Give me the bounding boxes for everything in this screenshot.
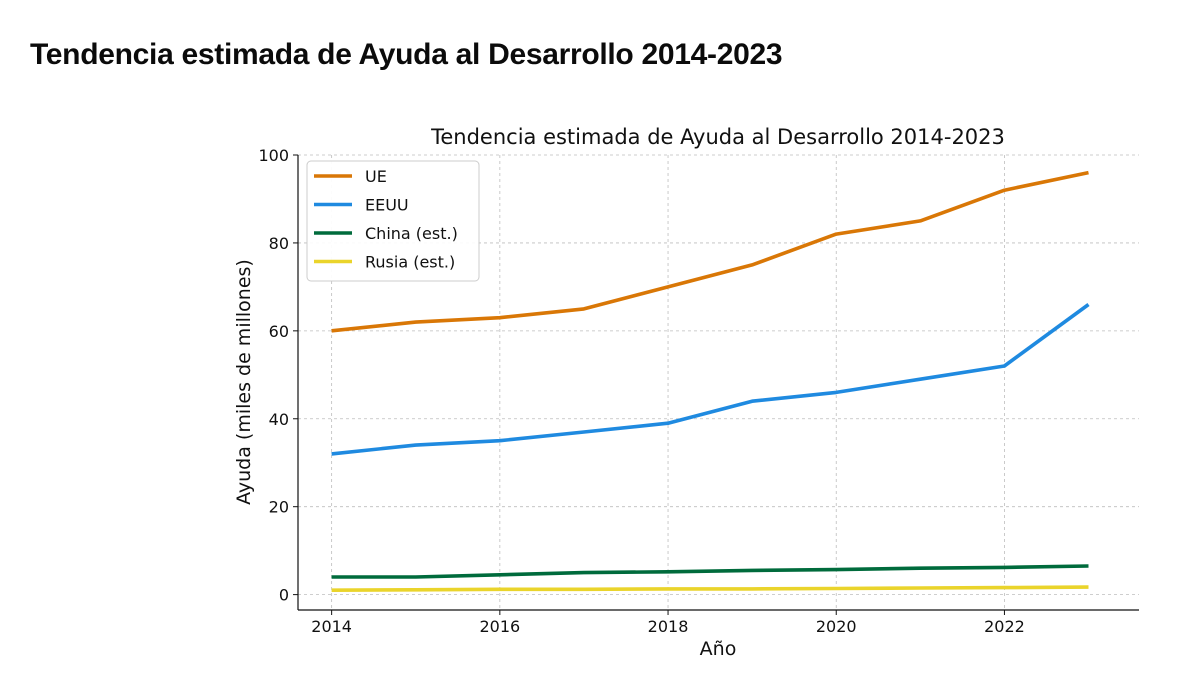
x-tick-label: 2016	[479, 617, 520, 636]
axes: 0 20 40 60 80 100 2014 2016 2018 2020 2022	[258, 146, 1139, 636]
y-tick-label: 0	[279, 586, 289, 605]
y-tick-label: 40	[269, 410, 289, 429]
page-title: Tendencia estimada de Ayuda al Desarroll…	[30, 38, 783, 71]
y-tick-label: 20	[269, 498, 289, 517]
series-line-china-est	[331, 564, 1089, 579]
series-lines	[331, 170, 1090, 592]
x-tick-label: 2018	[648, 617, 689, 636]
y-tick-label: 100	[258, 146, 289, 165]
legend-label: China (est.)	[365, 224, 458, 243]
y-tick-label: 60	[269, 322, 289, 341]
legend-label: Rusia (est.)	[365, 253, 455, 272]
legend-label: UE	[365, 167, 387, 186]
grid	[298, 154, 1139, 610]
x-axis-label: Año	[700, 638, 737, 660]
legend-box	[306, 160, 480, 282]
x-tick-label: 2022	[984, 617, 1025, 636]
chart-title: Tendencia estimada de Ayuda al Desarroll…	[430, 125, 1005, 149]
series-line-eeuu	[331, 303, 1090, 456]
y-tick-label: 80	[269, 234, 289, 253]
x-tick-label: 2020	[816, 617, 857, 636]
x-tick-label: 2014	[311, 617, 352, 636]
legend: UE EEUU China (est.) Rusia (est.)	[306, 160, 480, 282]
series-line-ue	[331, 170, 1089, 333]
legend-label: EEUU	[365, 196, 409, 215]
series-line-rusia-est	[331, 585, 1089, 592]
y-axis-label: Ayuda (miles de millones)	[233, 259, 255, 505]
